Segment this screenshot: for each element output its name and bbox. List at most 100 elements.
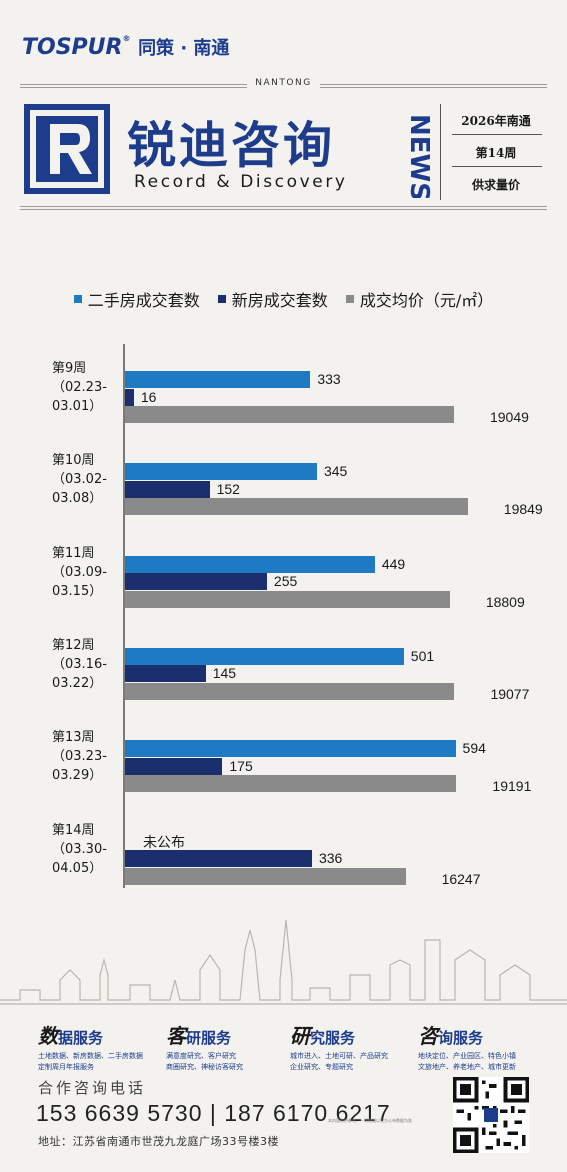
side-rule-1	[452, 134, 542, 135]
service-customer-title-big: 客	[166, 1024, 186, 1048]
legend-swatch-resale	[73, 295, 82, 303]
bar-new	[125, 480, 210, 498]
service-consulting-title-big: 咨	[418, 1024, 438, 1048]
value-label-new: 145	[212, 665, 237, 682]
week-label-range-start: （03.02-	[52, 472, 107, 488]
value-label-price: 16247	[441, 870, 481, 887]
week-label: 第11周 （03.09- 03.15）	[52, 544, 107, 601]
legend-item-price: 成交均价（元/㎡）	[345, 287, 494, 311]
service-customer: 客研服务 满意度研究、客户研究 商圈研究、神秘访客研究	[166, 1020, 296, 1073]
bar-resale	[125, 371, 311, 388]
side-week: 第14周	[475, 146, 517, 160]
header-vertical-divider	[440, 104, 441, 200]
service-customer-title: 客研服务	[166, 1020, 296, 1049]
service-research-title-rest: 究服务	[310, 1029, 356, 1047]
service-customer-desc-2: 商圈研究、神秘访客研究	[166, 1063, 243, 1071]
bar-resale	[125, 740, 456, 758]
bar-resale	[125, 555, 375, 573]
value-label-new: 336	[318, 850, 343, 866]
value-label-resale: 501	[410, 647, 435, 664]
service-data-title: 数据服务	[38, 1020, 168, 1049]
service-data-desc: 土地数据、新房数据、二手房数据 定制周月年报服务	[38, 1051, 168, 1073]
service-customer-title-rest: 研服务	[186, 1029, 232, 1047]
legend-label-price: 成交均价（元/㎡）	[359, 291, 494, 310]
qr-code-icon[interactable]	[453, 1077, 529, 1153]
service-research-desc: 城市进入、土地可研、产品研究 企业研究、专题研究	[290, 1051, 420, 1073]
service-data-desc-1: 土地数据、新房数据、二手房数据	[38, 1052, 143, 1060]
value-label-new: 175	[229, 757, 253, 774]
title-chinese: 锐迪咨询	[127, 117, 336, 174]
value-label-price: 19077	[490, 685, 530, 702]
week-label: 第12周 （03.16- 03.22）	[52, 636, 107, 693]
city-label-text: NANTONG	[247, 78, 320, 88]
service-research: 研究服务 城市进入、土地可研、产品研究 企业研究、专题研究	[290, 1020, 420, 1073]
news-text: NEWS	[404, 114, 431, 198]
not-published-label: 未公布	[143, 834, 185, 851]
bar-resale	[125, 647, 404, 665]
disclaimer-note: 本内容仅供参考，一切数据以官方公布数据为准	[328, 1118, 412, 1123]
value-label-price: 19849	[503, 501, 543, 518]
week-label-range-start: （03.16-	[52, 656, 107, 672]
news-vertical-label: NEWS	[404, 114, 431, 198]
week-label: 第9周 （02.23- 03.01）	[52, 359, 107, 416]
week-label: 第13周 （03.23- 03.29）	[52, 728, 107, 785]
bar-price	[125, 867, 406, 885]
brand-logo: TOSPUR® 同策 · 南通	[22, 34, 229, 60]
chart-axis	[123, 344, 125, 888]
service-research-desc-1: 城市进入、土地可研、产品研究	[290, 1052, 388, 1060]
value-label-resale: 333	[317, 371, 341, 387]
service-research-title-big: 研	[290, 1024, 310, 1048]
service-consulting-title: 咨询服务	[418, 1020, 548, 1049]
legend-item-resale: 二手房成交套数	[73, 287, 200, 311]
service-research-desc-2: 企业研究、专题研究	[290, 1063, 353, 1071]
service-consulting-desc-1: 地块定位、产业园区、特色小镇	[418, 1052, 516, 1060]
brand-org-name: 同策 · 南通	[138, 38, 230, 59]
week-label-range-end: 03.29）	[52, 768, 103, 784]
service-customer-desc: 满意度研究、客户研究 商圈研究、神秘访客研究	[166, 1051, 296, 1073]
bar-price	[125, 498, 468, 516]
value-label-new: 152	[216, 480, 240, 497]
brand-logo-text: TOSPUR	[22, 35, 123, 60]
value-label-resale: 594	[462, 740, 486, 757]
side-topic: 供求量价	[471, 178, 520, 192]
week-label-week: 第14周	[52, 822, 95, 838]
r-logo-icon	[24, 104, 110, 194]
service-data-title-big: 数	[38, 1024, 58, 1048]
week-label-range-end: 03.01）	[52, 399, 103, 414]
week-label-range-start: （03.23-	[52, 749, 107, 765]
header-bottom-rule-2	[20, 209, 547, 210]
bar-new	[125, 665, 206, 683]
city-skyline-illustration	[0, 920, 567, 1005]
legend-swatch-price	[345, 295, 354, 303]
service-research-title: 研究服务	[290, 1020, 420, 1049]
service-data-title-rest: 据服务	[58, 1029, 104, 1047]
service-consulting-title-rest: 询服务	[438, 1029, 484, 1047]
legend-swatch-new	[217, 295, 226, 303]
chart-legend: 二手房成交套数 新房成交套数 成交均价（元/㎡）	[0, 287, 567, 311]
contact-phones[interactable]: 153 6639 5730 | 187 6170 6217	[36, 1100, 391, 1126]
side-rule-2	[452, 166, 542, 167]
service-data-desc-2: 定制周月年报服务	[38, 1063, 94, 1071]
service-consulting: 咨询服务 地块定位、产业园区、特色小镇 文旅地产、养老地产、城市更新	[418, 1020, 548, 1073]
value-label-price: 18809	[485, 593, 525, 610]
week-label-week: 第13周	[52, 730, 95, 746]
service-consulting-desc-2: 文旅地产、养老地产、城市更新	[418, 1063, 516, 1071]
legend-label-resale: 二手房成交套数	[87, 291, 200, 310]
contact-label: 合作咨询电话	[38, 1079, 147, 1097]
week-label: 第14周 （03.30- 04.05）	[52, 821, 107, 878]
title-english: Record & Discovery	[134, 172, 348, 192]
week-label-week: 第12周	[52, 637, 95, 653]
value-label-new: 16	[140, 388, 157, 405]
legend-item-new: 新房成交套数	[217, 287, 328, 311]
office-address: 地址：江苏省南通市世茂九龙庭广场33号楼3楼	[38, 1135, 279, 1148]
service-consulting-desc: 地块定位、产业园区、特色小镇 文旅地产、养老地产、城市更新	[418, 1051, 548, 1073]
week-label-week: 第10周	[52, 453, 95, 469]
bar-new	[125, 757, 223, 775]
value-label-new: 255	[273, 573, 298, 590]
week-label-week: 第11周	[52, 545, 95, 561]
bar-new	[125, 388, 134, 406]
bar-price	[125, 775, 457, 793]
service-customer-desc-1: 满意度研究、客户研究	[166, 1052, 236, 1060]
brand-registered-mark: ®	[122, 34, 131, 43]
city-label: NANTONG	[0, 78, 567, 88]
